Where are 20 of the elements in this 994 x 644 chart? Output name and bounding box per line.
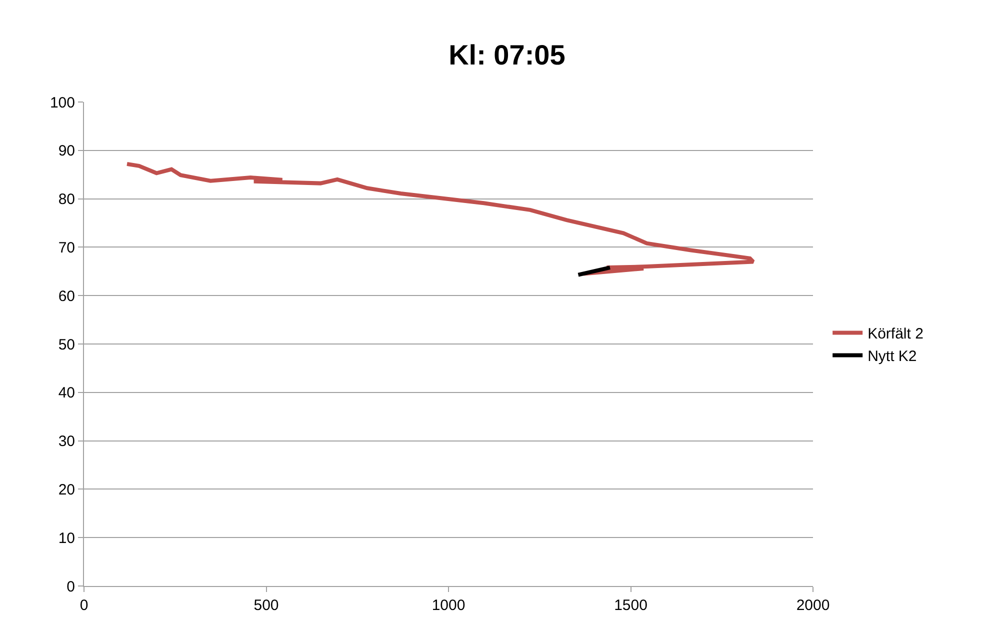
x-tick-label: 500 (254, 597, 279, 614)
y-tick-label: 40 (58, 384, 75, 402)
y-tick-label: 70 (58, 239, 75, 256)
x-tick-label: 2000 (796, 597, 830, 614)
y-tick-label: 100 (50, 94, 75, 112)
x-tick-label: 1500 (614, 597, 648, 614)
x-tick-label: 0 (80, 597, 88, 614)
y-tick-label: 60 (58, 288, 75, 305)
legend-label: Nytt K2 (868, 348, 917, 366)
y-tick-label: 50 (58, 336, 75, 354)
y-tick-label: 0 (66, 578, 75, 596)
line-series (125, 162, 756, 276)
y-tick-label: 80 (58, 191, 75, 208)
x-tick-label: 1000 (432, 597, 466, 614)
chart-title: Kl: 07:05 (448, 40, 566, 71)
y-tick-label: 90 (58, 142, 75, 160)
y-tick-label: 10 (58, 530, 75, 547)
legend-label: Körfält 2 (868, 326, 924, 343)
y-tick-label: 30 (58, 433, 75, 450)
y-tick-label: 20 (58, 481, 75, 498)
